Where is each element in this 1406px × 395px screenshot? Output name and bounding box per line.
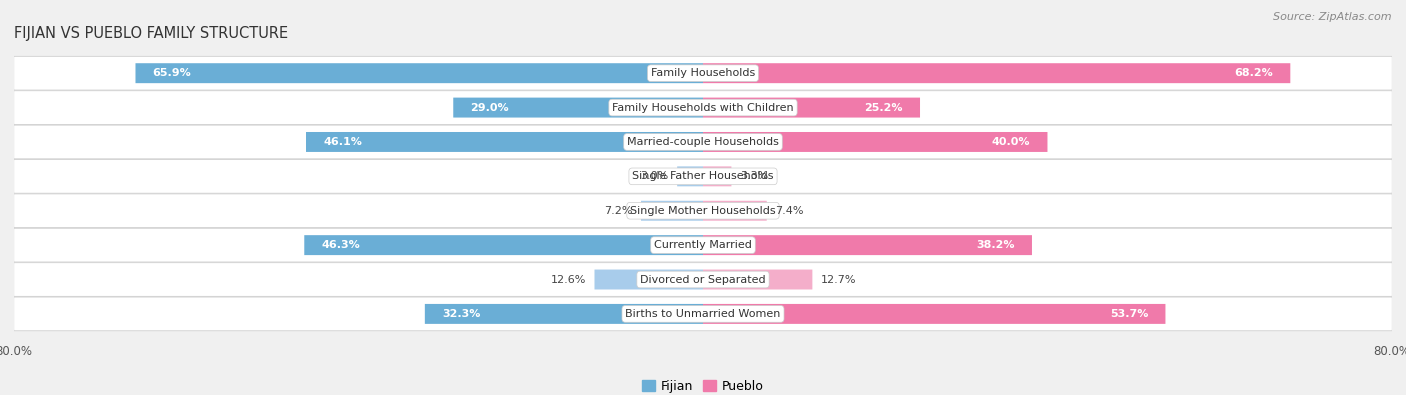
- FancyBboxPatch shape: [703, 98, 920, 118]
- Text: 46.1%: 46.1%: [323, 137, 363, 147]
- FancyBboxPatch shape: [14, 297, 1392, 331]
- FancyBboxPatch shape: [14, 160, 1392, 193]
- Text: 25.2%: 25.2%: [865, 103, 903, 113]
- Text: 38.2%: 38.2%: [976, 240, 1015, 250]
- FancyBboxPatch shape: [307, 132, 703, 152]
- FancyBboxPatch shape: [453, 98, 703, 118]
- Text: Source: ZipAtlas.com: Source: ZipAtlas.com: [1274, 12, 1392, 22]
- Text: FIJIAN VS PUEBLO FAMILY STRUCTURE: FIJIAN VS PUEBLO FAMILY STRUCTURE: [14, 26, 288, 41]
- FancyBboxPatch shape: [703, 235, 1032, 255]
- FancyBboxPatch shape: [304, 235, 703, 255]
- FancyBboxPatch shape: [678, 166, 703, 186]
- Text: Married-couple Households: Married-couple Households: [627, 137, 779, 147]
- Text: 65.9%: 65.9%: [153, 68, 191, 78]
- Text: 32.3%: 32.3%: [441, 309, 481, 319]
- Text: 68.2%: 68.2%: [1234, 68, 1272, 78]
- FancyBboxPatch shape: [641, 201, 703, 221]
- FancyBboxPatch shape: [14, 56, 1392, 90]
- FancyBboxPatch shape: [703, 269, 813, 290]
- Text: Single Father Households: Single Father Households: [633, 171, 773, 181]
- Text: 40.0%: 40.0%: [991, 137, 1031, 147]
- Text: 3.0%: 3.0%: [640, 171, 669, 181]
- Text: Births to Unmarried Women: Births to Unmarried Women: [626, 309, 780, 319]
- Legend: Fijian, Pueblo: Fijian, Pueblo: [637, 375, 769, 395]
- FancyBboxPatch shape: [595, 269, 703, 290]
- FancyBboxPatch shape: [703, 166, 731, 186]
- Text: 12.6%: 12.6%: [551, 275, 586, 284]
- Text: 7.4%: 7.4%: [775, 206, 804, 216]
- Text: Divorced or Separated: Divorced or Separated: [640, 275, 766, 284]
- Text: 7.2%: 7.2%: [605, 206, 633, 216]
- Text: 3.3%: 3.3%: [740, 171, 768, 181]
- FancyBboxPatch shape: [14, 263, 1392, 296]
- Text: Family Households: Family Households: [651, 68, 755, 78]
- FancyBboxPatch shape: [425, 304, 703, 324]
- FancyBboxPatch shape: [703, 63, 1291, 83]
- Text: 53.7%: 53.7%: [1109, 309, 1149, 319]
- FancyBboxPatch shape: [14, 228, 1392, 262]
- Text: Single Mother Households: Single Mother Households: [630, 206, 776, 216]
- FancyBboxPatch shape: [703, 304, 1166, 324]
- Text: 12.7%: 12.7%: [821, 275, 856, 284]
- FancyBboxPatch shape: [14, 194, 1392, 228]
- Text: Currently Married: Currently Married: [654, 240, 752, 250]
- FancyBboxPatch shape: [135, 63, 703, 83]
- Text: 46.3%: 46.3%: [322, 240, 360, 250]
- Text: 29.0%: 29.0%: [471, 103, 509, 113]
- Text: Family Households with Children: Family Households with Children: [612, 103, 794, 113]
- FancyBboxPatch shape: [14, 91, 1392, 124]
- FancyBboxPatch shape: [703, 201, 766, 221]
- FancyBboxPatch shape: [14, 125, 1392, 159]
- FancyBboxPatch shape: [703, 132, 1047, 152]
